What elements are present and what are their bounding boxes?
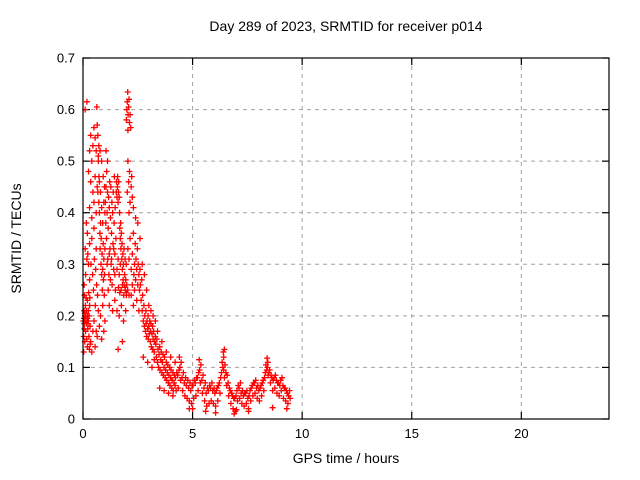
y-tick-label: 0	[68, 412, 75, 427]
x-axis-label: GPS time / hours	[293, 450, 400, 466]
tick-labels: 0 5 10 15 20 0 0.1 0.2 0.3 0.4 0.5 0.6 0.7	[57, 51, 529, 442]
y-tick-label: 0.4	[57, 205, 75, 220]
y-tick-label: 0.5	[57, 154, 75, 169]
x-tick-label: 10	[295, 426, 309, 441]
y-tick-label: 0.1	[57, 360, 75, 375]
y-tick-label: 0.2	[57, 308, 75, 323]
y-tick-label: 0.7	[57, 51, 75, 66]
x-tick-label: 5	[189, 426, 196, 441]
x-tick-label: 15	[405, 426, 419, 441]
plot-title: Day 289 of 2023, SRMTID for receiver p01…	[209, 18, 482, 34]
y-tick-label: 0.6	[57, 102, 75, 117]
plot-border	[82, 57, 610, 420]
x-tick-label: 0	[79, 426, 86, 441]
y-axis-label: SRMTID / TECUs	[8, 183, 24, 293]
y-tick-label: 0.3	[57, 257, 75, 272]
x-tick-label: 20	[514, 426, 528, 441]
